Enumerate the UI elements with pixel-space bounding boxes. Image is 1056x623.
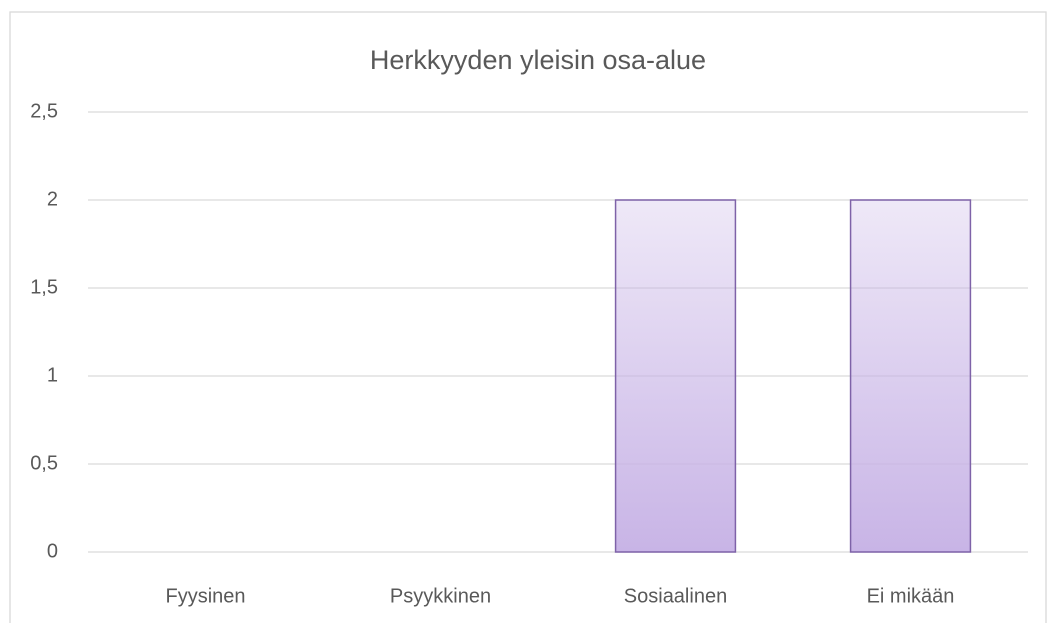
bar <box>614 199 737 553</box>
x-tick-label: Psyykkinen <box>390 585 491 607</box>
y-tick-label: 2,5 <box>30 100 58 122</box>
chart-title: Herkkyyden yleisin osa-alue <box>370 45 706 75</box>
y-tick-label: 2 <box>47 188 58 210</box>
y-tick-label: 1 <box>47 364 58 386</box>
y-tick-label: 0 <box>47 540 58 562</box>
bar <box>849 199 972 553</box>
y-tick-label: 0,5 <box>30 452 58 474</box>
y-tick-label: 1,5 <box>30 276 58 298</box>
x-tick-label: Sosiaalinen <box>624 585 727 607</box>
x-tick-label: Ei mikään <box>867 585 955 607</box>
x-tick-label: Fyysinen <box>165 585 245 607</box>
